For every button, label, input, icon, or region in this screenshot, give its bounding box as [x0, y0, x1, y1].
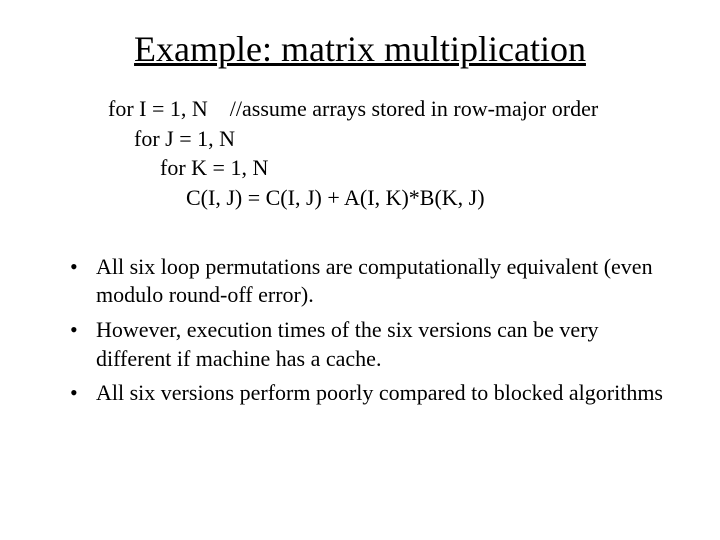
bullet-text: However, execution times of the six vers… [96, 317, 599, 371]
slide-title: Example: matrix multiplication [50, 28, 670, 70]
slide-container: Example: matrix multiplication for I = 1… [0, 0, 720, 540]
code-line-2: for J = 1, N [108, 124, 670, 154]
code-block: for I = 1, N //assume arrays stored in r… [108, 94, 670, 213]
code-line-3: for K = 1, N [108, 153, 670, 183]
code-line-4: C(I, J) = C(I, J) + A(I, K)*B(K, J) [108, 183, 670, 213]
bullet-list: All six loop permutations are computatio… [70, 253, 670, 408]
bullet-item-1: All six loop permutations are computatio… [70, 253, 670, 310]
bullet-item-2: However, execution times of the six vers… [70, 316, 670, 373]
bullet-text: All six loop permutations are computatio… [96, 254, 653, 308]
bullet-text: All six versions perform poorly compared… [96, 380, 663, 405]
bullet-item-3: All six versions perform poorly compared… [70, 379, 670, 408]
code-line-1: for I = 1, N //assume arrays stored in r… [108, 94, 670, 124]
